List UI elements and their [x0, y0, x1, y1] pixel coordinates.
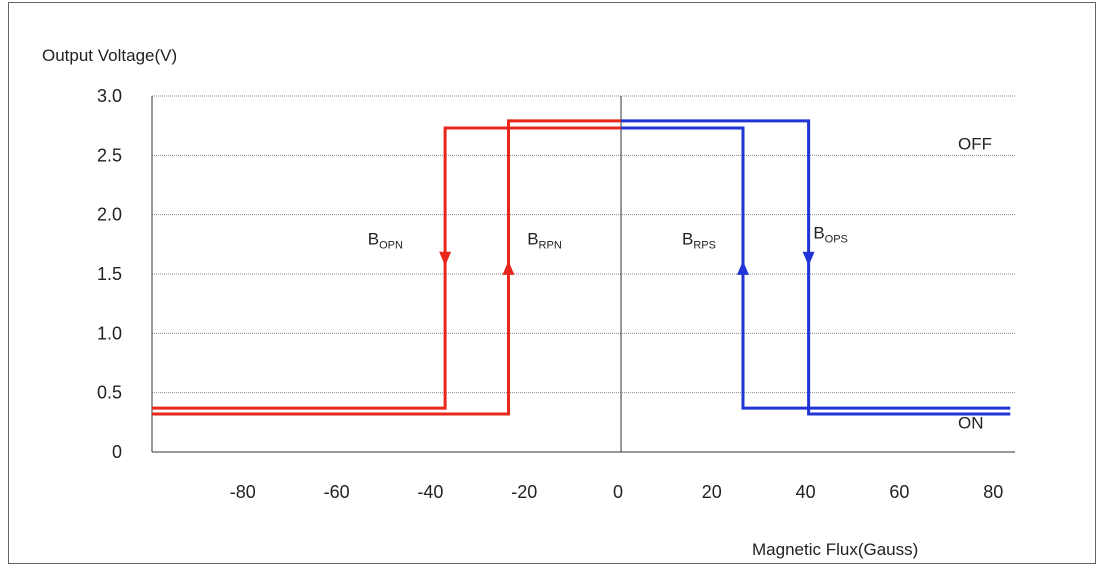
y-tick-label: 3.0: [97, 86, 122, 106]
y-axis-label: Output Voltage(V): [42, 46, 178, 65]
x-tick-label: 60: [889, 482, 909, 502]
x-tick-label: -60: [324, 482, 350, 502]
x-tick-label: -40: [417, 482, 443, 502]
series-line: [621, 119, 1011, 416]
y-tick-label: 1.0: [97, 323, 122, 343]
direction-arrow: [802, 251, 815, 266]
x-axis-label: Magnetic Flux(Gauss): [752, 540, 919, 559]
x-tick-label: -20: [511, 482, 537, 502]
series-line: [152, 119, 621, 416]
x-tick-label: 0: [613, 482, 623, 502]
y-tick-label: 0.5: [97, 383, 122, 403]
y-tick-label: 2.0: [97, 205, 122, 225]
direction-arrow: [736, 260, 749, 275]
y-tick-label: 2.5: [97, 145, 122, 165]
y-tick-label: 1.5: [97, 264, 122, 284]
direction-arrow: [439, 251, 452, 266]
threshold-label: BRPS: [682, 229, 716, 251]
threshold-label: BRPN: [527, 229, 562, 251]
y-tick-label: 0: [112, 442, 122, 462]
x-tick-label: -80: [230, 482, 256, 502]
threshold-label: BOPS: [813, 223, 848, 245]
threshold-label: BOPN: [368, 229, 403, 251]
direction-arrow: [502, 260, 515, 275]
series-line: [152, 126, 621, 410]
state-label: OFF: [958, 134, 992, 153]
state-label: ON: [958, 413, 984, 432]
x-tick-label: 20: [702, 482, 722, 502]
series-line: [621, 126, 1011, 410]
x-tick-label: 40: [796, 482, 816, 502]
x-tick-label: 80: [983, 482, 1003, 502]
